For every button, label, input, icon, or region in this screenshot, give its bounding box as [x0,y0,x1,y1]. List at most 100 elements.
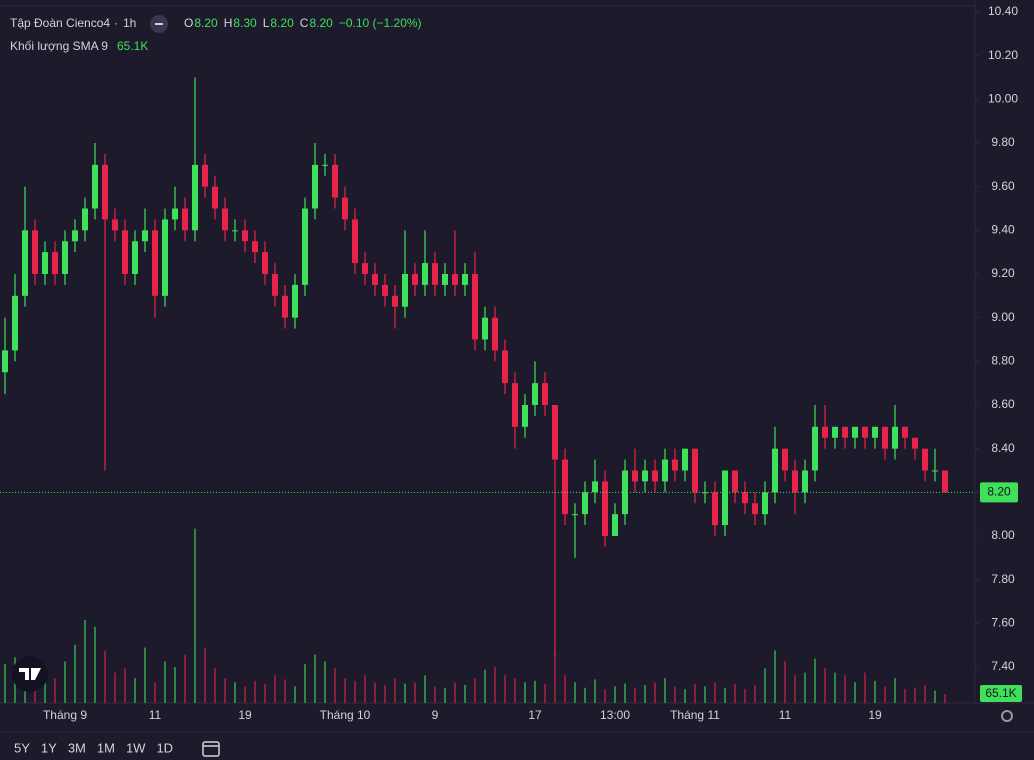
candle-body [152,230,158,296]
candle-body [492,317,498,351]
volume-bar [74,644,76,703]
y-tick-label: 10.40 [988,4,1018,18]
logo[interactable] [12,656,48,692]
candle-body [622,470,628,515]
volume-bar [714,682,716,703]
interval[interactable]: 1h [123,16,136,30]
volume-bar [244,686,246,703]
candle-body [532,383,538,405]
volume-bar [644,685,646,703]
y-tick-label: 7.60 [991,615,1015,629]
candle-body [672,459,678,471]
ohlc-key: C [300,16,309,30]
candle-body [542,383,548,405]
plot-area [0,77,975,703]
y-tick-label: 8.60 [991,397,1015,411]
settings-button[interactable] [1001,710,1013,722]
timeframe-button[interactable]: 1M [97,740,115,755]
candle-body [102,164,108,220]
volume-bar [404,683,406,703]
volume-value: 65.1K [117,39,148,53]
volume-bar [484,669,486,703]
volume-bar [474,678,476,703]
candle-body [402,273,408,307]
last-price-badge [980,482,1018,503]
volume-bar [764,668,766,703]
candle-body [802,470,808,493]
volume-bar [594,679,596,703]
candle-body [352,219,358,264]
volume-bar [284,679,286,703]
candle-body [772,448,778,493]
candle-body [2,350,8,373]
volume-bar [334,668,336,703]
volume-bar [504,675,506,703]
candle-body [662,459,668,482]
x-tick-label: 9 [432,708,439,722]
volume-bar [264,683,266,703]
candle-body [422,263,428,285]
volume-bar [344,678,346,703]
volume-bar [754,685,756,703]
candle-body [922,448,928,471]
volume-bar [164,661,166,703]
volume-bar [294,686,296,703]
x-tick-label: Tháng 10 [320,708,371,722]
candle-body [442,273,448,285]
volume-bar [544,683,546,703]
timeframe-button[interactable]: 1Y [41,740,57,755]
x-tick-label: 13:00 [600,708,630,722]
candle-body [332,164,338,198]
candle-body [462,273,468,285]
volume-bar [674,686,676,703]
symbol-title[interactable]: Tập Đoàn Cienco4 [10,16,110,30]
candle-body [212,186,218,209]
volume-bar [554,654,556,703]
ohlc-value: 8.30 [233,16,257,30]
candle-body [862,426,868,438]
timeframe-button[interactable]: 3M [68,740,86,755]
candle-body [752,503,758,515]
volume-bar [624,683,626,703]
volume-bar [684,689,686,703]
volume-bar [424,675,426,703]
candle-body [62,241,68,274]
candle-body [122,230,128,274]
volume-bar [894,678,896,703]
volume-bar [804,672,806,703]
y-tick-label: 9.40 [991,223,1015,237]
candle-body [592,481,598,493]
volume-bar [94,626,96,703]
y-tick-label: 7.40 [991,659,1015,673]
candle-body [132,241,138,274]
date-range-button[interactable] [202,741,220,757]
volume-bar [614,686,616,703]
volume-bar [944,693,946,703]
volume-bar [54,678,56,703]
ohlc-key: H [224,16,233,30]
volume-bar [4,664,6,703]
candle-body [32,230,38,274]
y-tick-label: 8.80 [991,353,1015,367]
candle-body [892,426,898,449]
candle-body [72,230,78,242]
volume-bar [524,682,526,703]
timeframe-button[interactable]: 1W [126,740,146,755]
volume-bar [904,689,906,703]
candle-body [842,426,848,438]
volume-bar [134,678,136,703]
candle-body [782,448,788,471]
candle-body [812,426,818,471]
candle-body [612,514,618,536]
candle-body [632,470,638,482]
timeframe-button[interactable]: 5Y [14,740,30,755]
candle-body [42,252,48,274]
candle-body [872,426,878,438]
candle-body [312,164,318,209]
volume-bar [694,683,696,703]
candle-body [472,273,478,340]
timeframe-button[interactable]: 1D [156,740,173,755]
separator: · [114,16,118,30]
ohlc-legend: O 8.20 H 8.30 L 8.20 C 8.20 −0.10 (−1.20%) [184,16,422,30]
